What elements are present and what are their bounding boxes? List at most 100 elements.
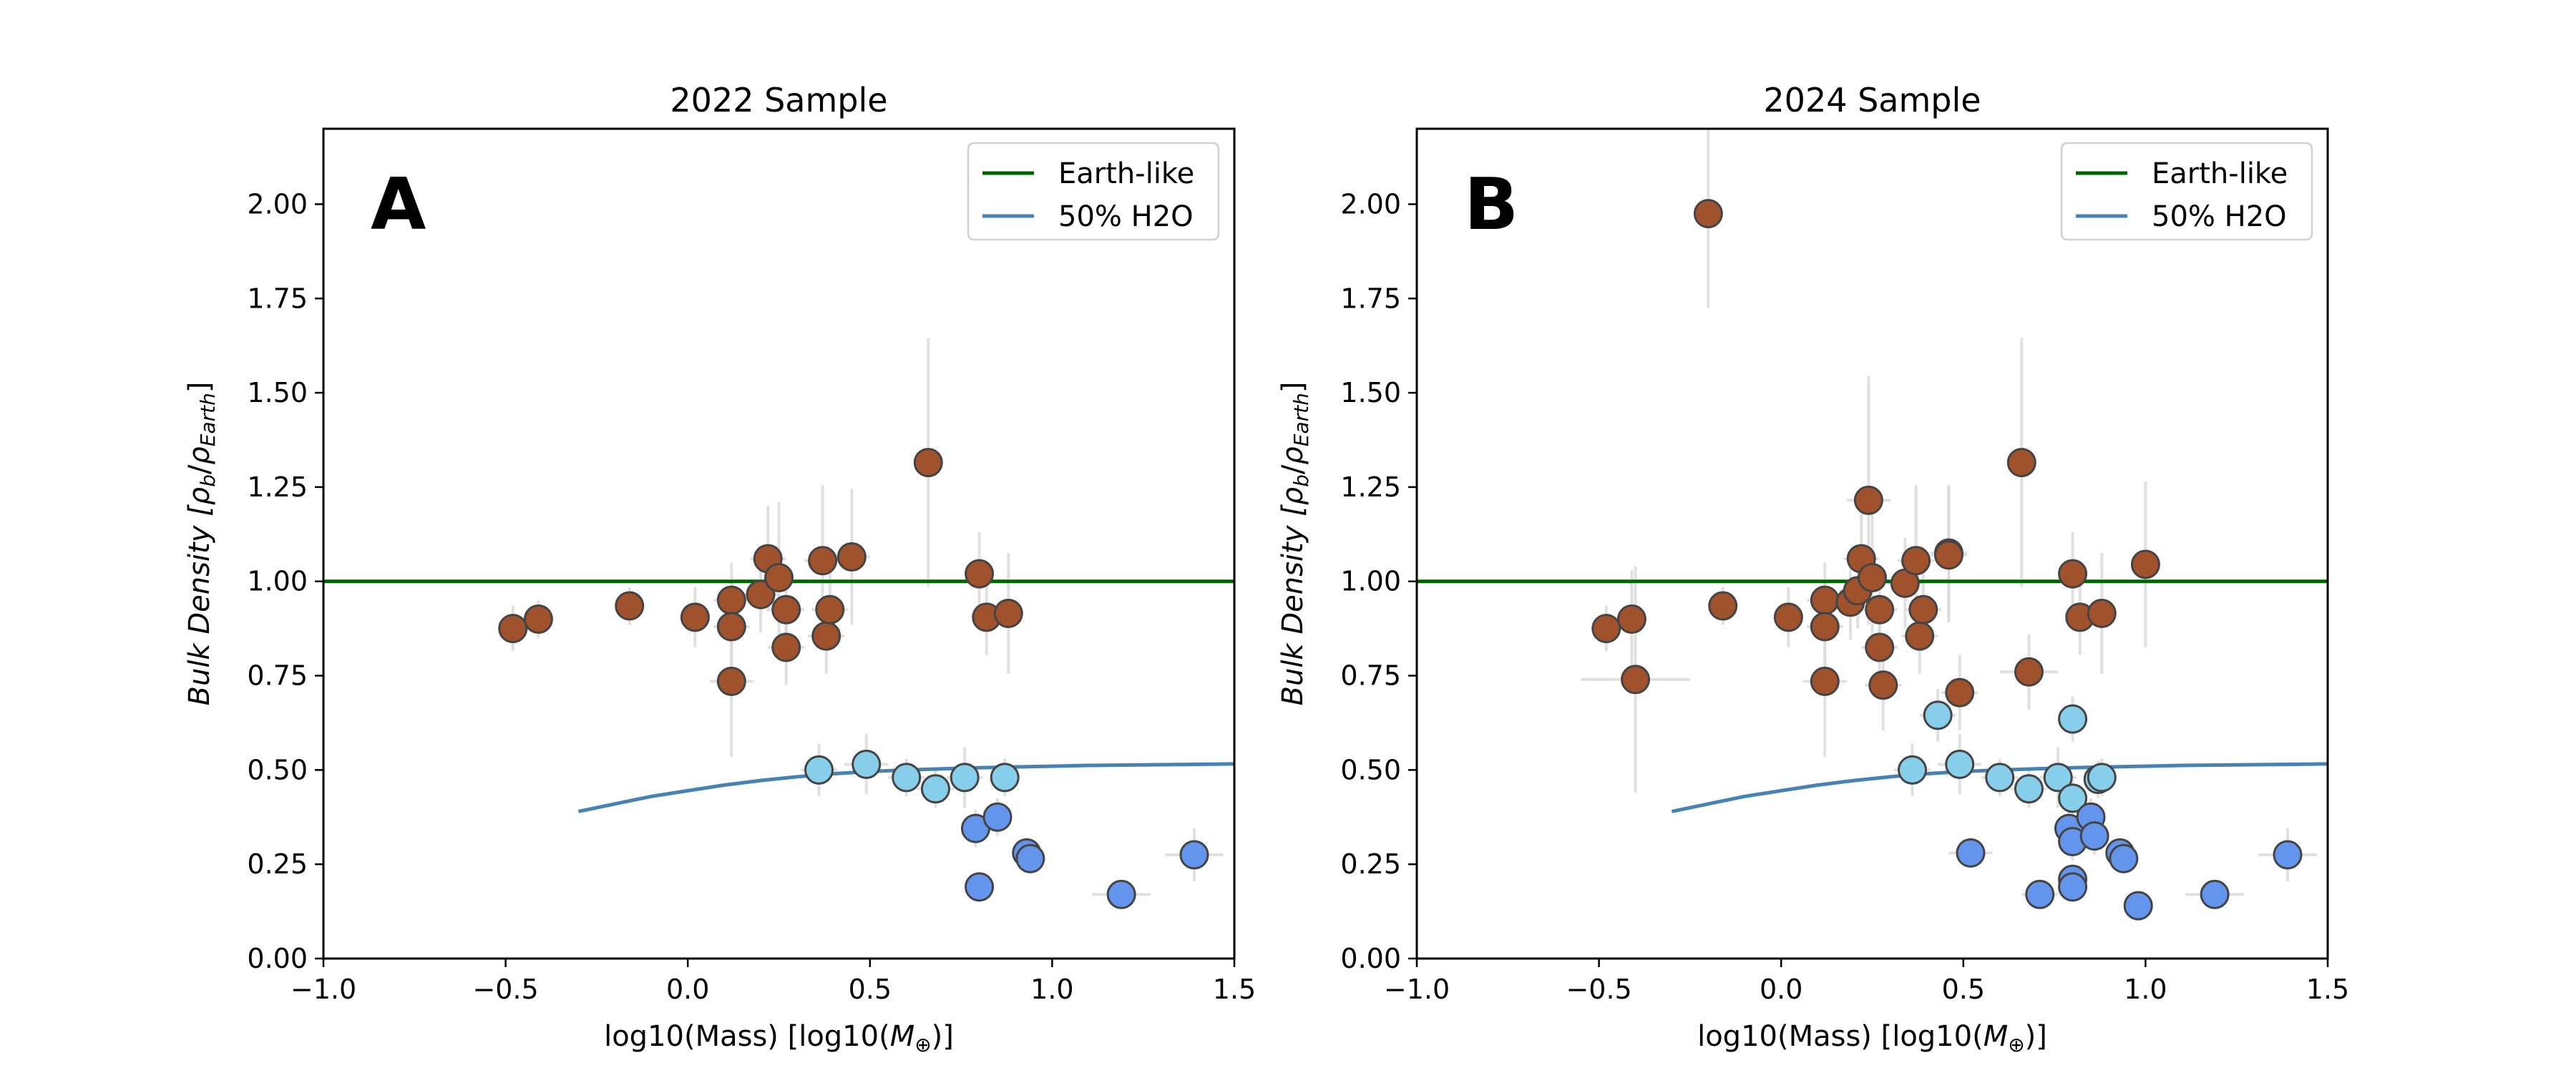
y-axis-label: Bulk Density [ρb/ρEarth]	[1277, 382, 1313, 706]
y-axis-label-rho-2: ρ	[1277, 446, 1309, 464]
y-axis-label: Bulk Density [ρb/ρEarth]	[183, 382, 220, 706]
y-tick-label: 2.00	[247, 188, 308, 220]
x-tick-label: 0.5	[849, 974, 892, 1005]
plot-area	[1417, 129, 2328, 921]
y-tick-label: 0.25	[247, 848, 308, 880]
x-axis-label-symbol: M	[1984, 1020, 2009, 1053]
data-point-rocky	[993, 599, 1023, 629]
y-tick-label: 0.25	[1340, 848, 1401, 880]
legend-entry: Earth-like	[2152, 157, 2288, 190]
data-point-rocky	[1621, 665, 1651, 695]
x-axis-label-text: log10(Mass) [log10(	[1697, 1020, 1984, 1053]
data-point-rocky	[771, 632, 801, 662]
series-rocky	[1591, 199, 2160, 707]
data-point-rocky	[1868, 670, 1898, 700]
y-axis-label-rho-2: ρ	[183, 446, 216, 464]
y-tick-label: 0.00	[1340, 943, 1401, 974]
data-point-rocky	[1858, 562, 1887, 592]
data-point-water-rich	[1923, 700, 1953, 730]
data-point-water-rich	[892, 763, 922, 793]
x-axis-label-end: )]	[2025, 1020, 2047, 1053]
data-point-water-rich	[990, 763, 1020, 793]
data-point-water-rich	[2043, 763, 2073, 793]
x-axis-label: log10(Mass) [log10(M⊕)]	[1697, 1020, 2047, 1057]
series-low-density	[1956, 802, 2303, 921]
y-tick-label: 1.25	[1340, 471, 1401, 503]
y-tick-label: 1.75	[1340, 283, 1401, 314]
panel-b: −1.0 −0.5 0.0 0.5 1.0 1.5 0.00 0.25 0.50 0.75 1.00…	[1277, 81, 2349, 1057]
series-rocky	[498, 448, 1023, 696]
x-tick-label: 1.5	[2306, 974, 2349, 1005]
y-tick-label: 1.00	[247, 566, 308, 597]
data-point-rocky	[1865, 594, 1895, 624]
x-axis-label-end: )]	[932, 1020, 954, 1053]
data-point-water-rich	[2014, 774, 2044, 804]
y-tick-label: 1.50	[1340, 377, 1401, 408]
panel-a: −1.0 −0.5 0.0 0.5 1.0 1.5 0.00 0.25 0.50 0.75 1.00…	[183, 81, 1256, 1057]
data-point-water-rich	[1985, 763, 2015, 793]
data-point-rocky	[1810, 612, 1840, 642]
data-point-water-rich	[1945, 749, 1975, 779]
data-point-rocky	[811, 621, 841, 651]
error-bars	[498, 338, 1224, 906]
data-point-water-rich	[1898, 755, 1928, 785]
data-point-low-density	[1106, 879, 1136, 909]
y-tick-label: 0.75	[1340, 660, 1401, 692]
data-point-low-density	[2109, 843, 2139, 873]
data-point-rocky	[764, 562, 794, 592]
data-point-water-rich	[2058, 783, 2088, 813]
data-point-rocky	[498, 614, 528, 644]
data-point-water-rich	[852, 749, 882, 779]
data-point-rocky	[1810, 666, 1840, 696]
data-point-rocky	[2006, 448, 2036, 478]
data-point-rocky	[2130, 549, 2160, 579]
data-point-low-density	[2025, 879, 2055, 909]
data-point-rocky	[965, 559, 995, 589]
data-point-rocky	[1810, 585, 1840, 615]
y-tick-label: 1.50	[247, 377, 308, 408]
series-low-density	[960, 802, 1209, 909]
data-point-water-rich	[2058, 704, 2088, 734]
data-point-low-density	[2200, 879, 2230, 909]
data-point-rocky	[808, 546, 838, 576]
data-point-rocky	[746, 579, 776, 609]
y-axis-label-sub-earth: Earth	[196, 393, 220, 446]
x-axis-label-text: log10(Mass) [log10(	[604, 1020, 890, 1053]
y-tick-label: 0.50	[1340, 754, 1401, 785]
y-axis-label-text: Bulk Density [	[1277, 504, 1309, 706]
y-axis-label-slash: /	[1277, 464, 1309, 474]
data-point-rocky	[1908, 594, 1938, 624]
data-point-rocky	[1865, 632, 1895, 662]
data-point-rocky	[680, 602, 710, 632]
y-axis-label-sub-b: b	[1289, 474, 1313, 487]
data-point-water-rich	[950, 763, 980, 793]
y-tick-label: 1.25	[247, 471, 308, 503]
data-point-low-density	[1179, 840, 1209, 870]
data-point-rocky	[716, 666, 746, 696]
x-axis-label-sub: ⊕	[2008, 1033, 2024, 1057]
y-tick-label: 1.00	[1340, 566, 1401, 597]
x-axis-label: log10(Mass) [log10(M⊕)]	[604, 1020, 954, 1057]
data-point-rocky	[615, 591, 645, 621]
data-point-rocky	[1773, 602, 1803, 632]
plot-area	[323, 338, 1234, 909]
legend: Earth-like 50% H2O	[2060, 142, 2313, 241]
panel-letter: B	[1464, 162, 1518, 246]
chart-title: 2022 Sample	[670, 81, 887, 119]
x-tick-label: 1.0	[2124, 974, 2167, 1005]
x-axis-label-sub: ⊕	[914, 1033, 931, 1057]
legend-entry: 50% H2O	[2152, 200, 2287, 233]
y-axis-label-slash: /	[183, 464, 216, 474]
y-axis-label-end: ]	[183, 382, 216, 393]
series-water-rich	[1898, 700, 2117, 813]
x-axis-label-symbol: M	[890, 1020, 915, 1053]
x-tick-label: 1.0	[1030, 974, 1073, 1005]
data-point-rocky	[2058, 559, 2088, 589]
series-water-rich	[804, 749, 1020, 804]
data-point-rocky	[1933, 540, 1963, 570]
data-point-rocky	[913, 448, 943, 478]
data-point-rocky	[1693, 199, 1723, 229]
data-point-rocky	[716, 612, 746, 642]
x-tick-label: −1.0	[1384, 974, 1450, 1005]
